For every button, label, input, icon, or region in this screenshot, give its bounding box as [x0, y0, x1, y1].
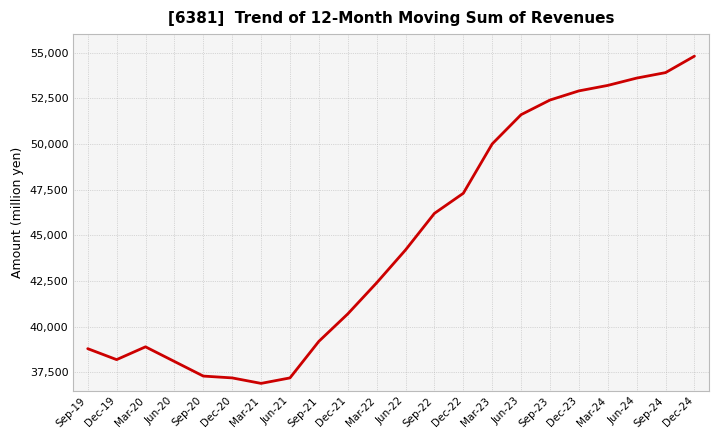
Title: [6381]  Trend of 12-Month Moving Sum of Revenues: [6381] Trend of 12-Month Moving Sum of R… [168, 11, 614, 26]
Y-axis label: Amount (million yen): Amount (million yen) [11, 147, 24, 278]
